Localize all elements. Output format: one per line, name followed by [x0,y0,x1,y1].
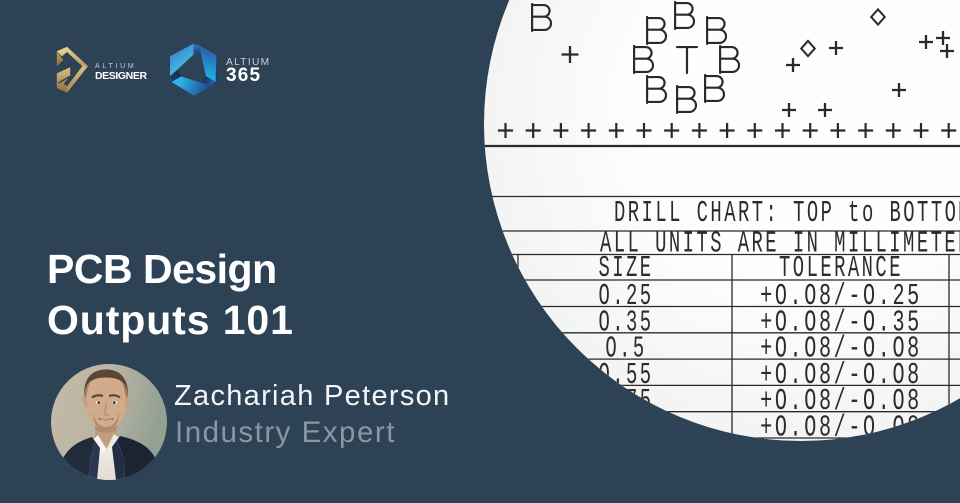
svg-text:O.25: O.25 [598,279,653,314]
svg-text:+O.O8/-O.O8: +O.O8/-O.O8 [760,384,922,418]
svg-text:+O.O8/-O.O8: +O.O8/-O.O8 [760,411,922,441]
svg-text:O.75: O.75 [598,384,653,419]
svg-text:O.55: O.55 [598,358,653,393]
svg-text:TOLERANCE: TOLERANCE [779,251,903,286]
svg-text:O.35: O.35 [598,305,653,340]
svg-text:+O.O8/-O.O8: +O.O8/-O.O8 [760,358,922,392]
svg-text:DRILL CHART: TOP to BOTTOM: DRILL CHART: TOP to BOTTOM [614,196,960,231]
svg-text:O.5: O.5 [605,331,646,366]
svg-text:O.9: O.9 [605,410,646,441]
svg-text:SIZE: SIZE [598,251,653,286]
svg-text:+O.O8/-O.25: +O.O8/-O.25 [760,279,922,313]
svg-text:+O.O8/-O.35: +O.O8/-O.35 [760,306,922,340]
svg-text:+O.O8/-O.O8: +O.O8/-O.O8 [760,332,922,366]
svg-text:ALL UNITS ARE IN MILLIMETERS: ALL UNITS ARE IN MILLIMETERS [600,226,960,261]
